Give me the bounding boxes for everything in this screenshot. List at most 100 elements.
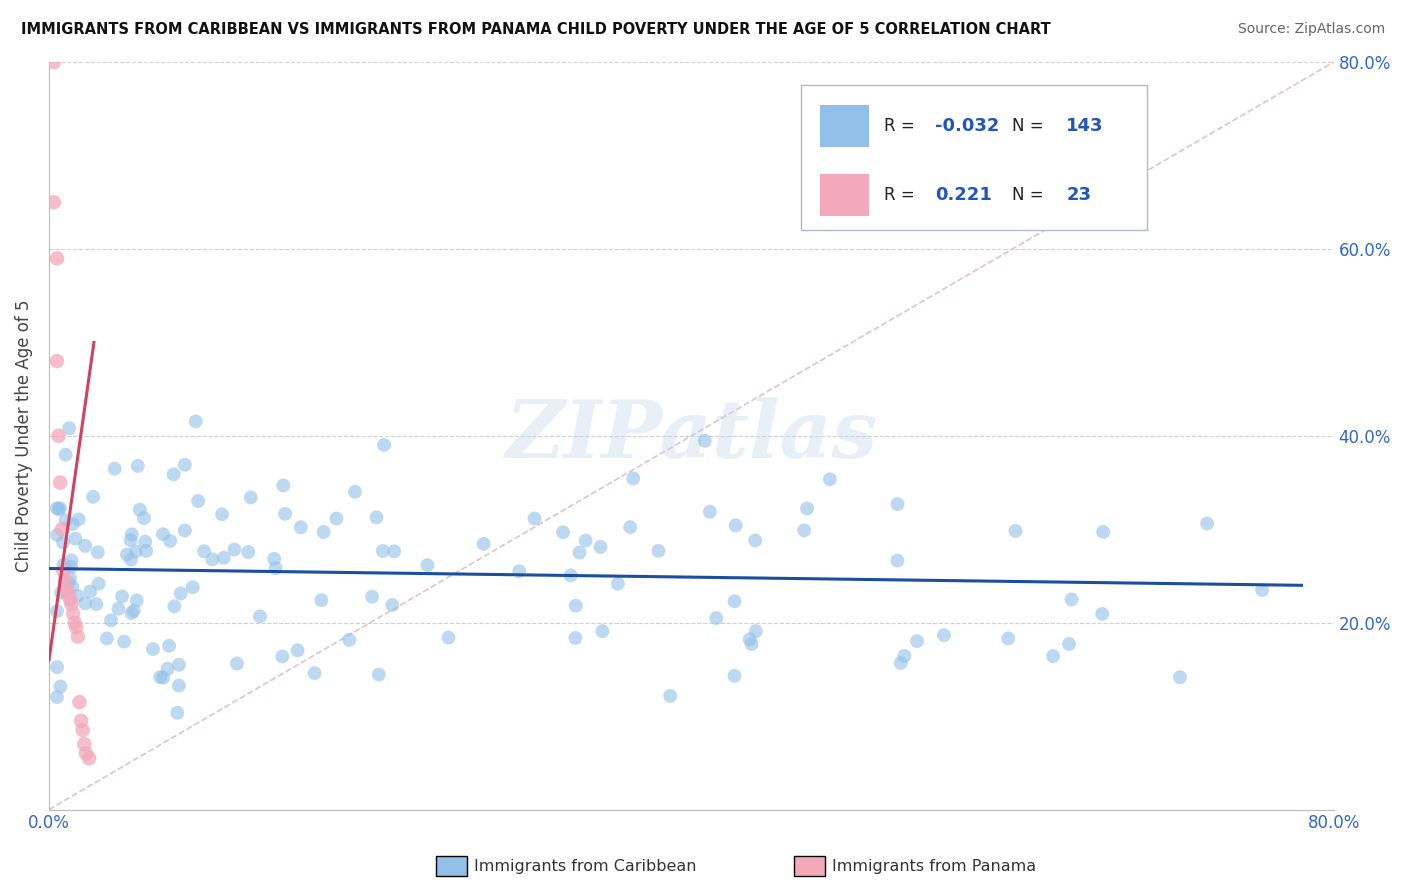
Point: [893, 648, 915, 663]
Text: N =: N =: [1012, 117, 1049, 135]
Point: [107, 601, 129, 615]
Point: [693, 434, 716, 448]
Point: [239, 491, 262, 505]
Point: [249, 609, 271, 624]
Point: [84, 597, 107, 611]
Point: [62, 607, 84, 621]
Point: [135, 544, 157, 558]
Point: [932, 628, 955, 642]
Point: [793, 524, 815, 538]
Point: [127, 458, 149, 473]
Point: [60, 580, 83, 594]
Point: [551, 525, 574, 540]
Point: [890, 656, 912, 670]
Point: [134, 534, 156, 549]
Point: [75, 747, 97, 761]
Point: [173, 458, 195, 472]
Point: [49, 475, 72, 490]
Point: [55, 448, 77, 462]
Text: 0.221: 0.221: [935, 186, 993, 204]
Point: [564, 599, 586, 613]
Point: [264, 561, 287, 575]
Point: [46, 604, 69, 618]
Point: [508, 564, 530, 578]
Point: [66, 589, 89, 603]
Point: [173, 524, 195, 538]
Point: [905, 634, 928, 648]
Point: [125, 593, 148, 607]
Point: [997, 632, 1019, 646]
Point: [59, 592, 82, 607]
Point: [560, 568, 582, 582]
Point: [371, 544, 394, 558]
Point: [72, 723, 94, 738]
Point: [1251, 582, 1274, 597]
Point: [42, 55, 65, 70]
Point: [49, 501, 72, 516]
Point: [886, 497, 908, 511]
Point: [166, 706, 188, 720]
Point: [46, 252, 69, 266]
Point: [1060, 592, 1083, 607]
Point: [87, 545, 110, 559]
Text: Immigrants from Caribbean: Immigrants from Caribbean: [474, 859, 696, 873]
Point: [69, 695, 91, 709]
Point: [287, 643, 309, 657]
Point: [65, 532, 87, 546]
Point: [60, 597, 83, 611]
Text: Source: ZipAtlas.com: Source: ZipAtlas.com: [1237, 22, 1385, 37]
Point: [193, 544, 215, 558]
Point: [152, 671, 174, 685]
Point: [59, 571, 82, 585]
Point: [744, 533, 766, 548]
Point: [343, 484, 366, 499]
Point: [211, 508, 233, 522]
Point: [1091, 607, 1114, 621]
Point: [60, 559, 83, 574]
Point: [121, 606, 143, 620]
Point: [1042, 649, 1064, 664]
Point: [575, 533, 598, 548]
Point: [79, 584, 101, 599]
Point: [274, 507, 297, 521]
Point: [163, 599, 186, 614]
Point: [73, 737, 96, 751]
Point: [167, 679, 190, 693]
Point: [104, 461, 127, 475]
Point: [77, 751, 100, 765]
Text: R =: R =: [884, 117, 920, 135]
Point: [564, 631, 586, 645]
Point: [201, 552, 224, 566]
Point: [65, 620, 87, 634]
Point: [120, 533, 142, 548]
Point: [58, 575, 80, 590]
Point: [366, 510, 388, 524]
Point: [46, 690, 69, 704]
Point: [226, 657, 249, 671]
Point: [312, 524, 335, 539]
Point: [659, 689, 682, 703]
Point: [128, 502, 150, 516]
Point: [238, 545, 260, 559]
Point: [1057, 637, 1080, 651]
Text: ZIPatlas: ZIPatlas: [505, 397, 877, 475]
Point: [55, 513, 77, 527]
Point: [437, 631, 460, 645]
Point: [48, 502, 70, 516]
Point: [53, 574, 76, 588]
Point: [46, 354, 69, 368]
Point: [66, 630, 89, 644]
Text: 23: 23: [1066, 186, 1091, 204]
Point: [416, 558, 439, 573]
Y-axis label: Child Poverty Under the Age of 5: Child Poverty Under the Age of 5: [15, 300, 32, 572]
Point: [382, 544, 405, 558]
Point: [70, 714, 93, 728]
Point: [723, 669, 745, 683]
Point: [58, 588, 80, 602]
Point: [149, 670, 172, 684]
Point: [58, 421, 80, 435]
Point: [723, 594, 745, 608]
Point: [1168, 670, 1191, 684]
Point: [187, 494, 209, 508]
Point: [75, 596, 97, 610]
